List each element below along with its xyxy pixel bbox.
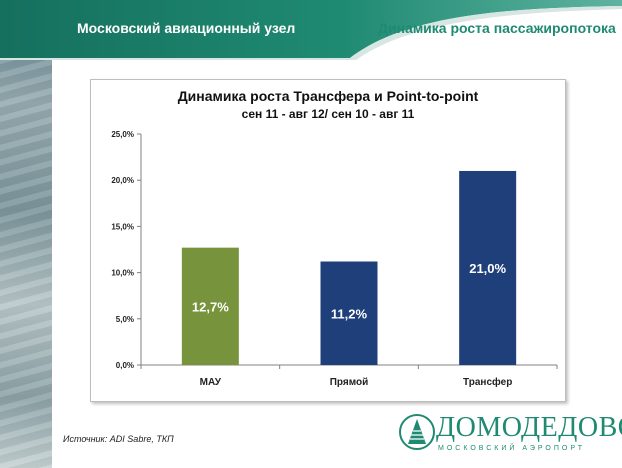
chart-title: Динамика роста Трансфера и Point-to-poin… — [177, 88, 479, 104]
header-right-title: Динамика роста пассажиропотока — [378, 20, 616, 36]
chart-subtitle: сен 11 - авг 12/ сен 10 - авг 11 — [241, 107, 415, 121]
source-note: Источник: ADI Sabre, ТКП — [63, 434, 174, 444]
y-tick-label: 20,0% — [111, 176, 134, 185]
header-left-title: Московский авиационный узел — [77, 20, 296, 36]
y-tick-label: 0,0% — [116, 361, 134, 370]
category-label-2: Прямой — [330, 377, 369, 388]
y-tick-label: 5,0% — [116, 315, 134, 324]
bar-1 — [181, 247, 239, 365]
y-tick-label: 15,0% — [111, 222, 134, 231]
bar-2 — [320, 261, 378, 365]
header-banner-shape — [0, 0, 622, 60]
domodedovo-logo: ДОМОДЕДОВО МОСКОВСКИЙ АЭРОПОРТ — [398, 410, 622, 462]
category-label-3: Трансфер — [463, 376, 512, 388]
logo-subtitle: МОСКОВСКИЙ АЭРОПОРТ — [438, 445, 585, 452]
data-label-1: 12,7% — [192, 299, 229, 314]
y-tick-label: 10,0% — [111, 269, 134, 278]
data-label-3: 21,0% — [469, 261, 506, 276]
y-tick-label: 25,0% — [111, 130, 134, 139]
bar-chart-plot: 0,0% 5,0% 10,0% 15,0% 20,0% 25,0% 12,7% МАУ 11,2… — [111, 130, 558, 388]
chart-container: Динамика роста Трансфера и Point-to-poin… — [90, 79, 566, 402]
slide-header: Московский авиационный узел Динамика рос… — [0, 0, 622, 60]
bar-3 — [459, 170, 517, 365]
logo-name: ДОМОДЕДОВО — [436, 412, 622, 443]
category-label-1: МАУ — [200, 377, 222, 388]
data-label-2: 11,2% — [331, 306, 368, 321]
airport-logo-icon — [399, 414, 435, 450]
sky-background-strip — [0, 0, 52, 468]
